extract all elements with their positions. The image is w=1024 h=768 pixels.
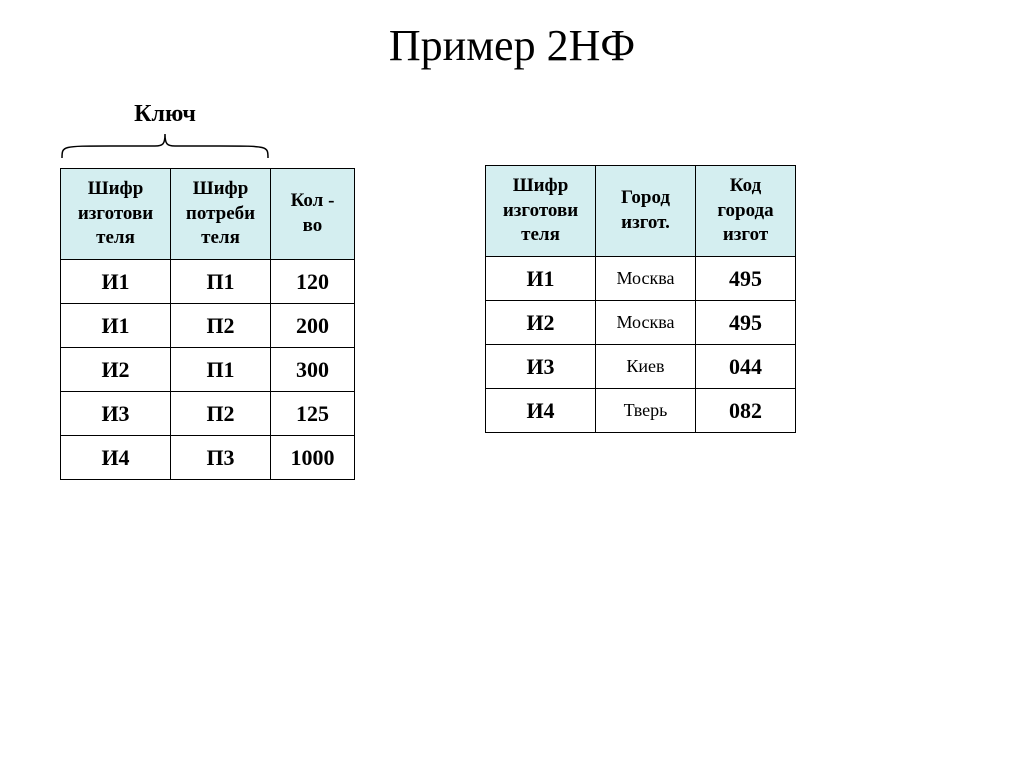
key-label: Ключ [60, 101, 270, 128]
cell: Москва [596, 257, 696, 301]
cell: П1 [171, 260, 271, 304]
cell: И2 [486, 301, 596, 345]
brace-icon [60, 132, 270, 160]
table-row: И1 П1 120 [61, 260, 355, 304]
table-row: И2 П1 300 [61, 348, 355, 392]
right-table: Шифр изготовителя Городизгот. Кодгородаи… [485, 165, 796, 433]
table-row: И3 П2 125 [61, 392, 355, 436]
cell: 082 [696, 389, 796, 433]
col-header: Кодгородаизгот [696, 166, 796, 257]
table-row: И3 Киев 044 [486, 345, 796, 389]
cell: И1 [486, 257, 596, 301]
left-table-block: Ключ Шифр изготовителя Шифр потребителя … [60, 101, 355, 480]
right-table-block: Шифр изготовителя Городизгот. Кодгородаи… [485, 101, 796, 433]
table-row: И1 Москва 495 [486, 257, 796, 301]
cell: 125 [271, 392, 355, 436]
cell: И4 [486, 389, 596, 433]
cell: 200 [271, 304, 355, 348]
cell: 1000 [271, 436, 355, 480]
table-row: И1 П2 200 [61, 304, 355, 348]
cell: И1 [61, 304, 171, 348]
col-header: Городизгот. [596, 166, 696, 257]
cell: И1 [61, 260, 171, 304]
col-header: Кол -во [271, 169, 355, 260]
cell: Киев [596, 345, 696, 389]
cell: Москва [596, 301, 696, 345]
cell: 300 [271, 348, 355, 392]
table-row: И4 П3 1000 [61, 436, 355, 480]
cell: П2 [171, 304, 271, 348]
cell: П1 [171, 348, 271, 392]
cell: И4 [61, 436, 171, 480]
cell: И3 [61, 392, 171, 436]
col-header: Шифр изготовителя [486, 166, 596, 257]
cell: 044 [696, 345, 796, 389]
col-header: Шифр изготовителя [61, 169, 171, 260]
cell: 495 [696, 257, 796, 301]
cell: И2 [61, 348, 171, 392]
content-area: Ключ Шифр изготовителя Шифр потребителя … [0, 101, 1024, 480]
left-table: Шифр изготовителя Шифр потребителя Кол -… [60, 168, 355, 480]
cell: Тверь [596, 389, 696, 433]
cell: П2 [171, 392, 271, 436]
cell: 495 [696, 301, 796, 345]
cell: 120 [271, 260, 355, 304]
col-header: Шифр потребителя [171, 169, 271, 260]
table-header-row: Шифр изготовителя Городизгот. Кодгородаи… [486, 166, 796, 257]
table-row: И4 Тверь 082 [486, 389, 796, 433]
table-row: И2 Москва 495 [486, 301, 796, 345]
page-title: Пример 2НФ [0, 0, 1024, 101]
cell: П3 [171, 436, 271, 480]
table-header-row: Шифр изготовителя Шифр потребителя Кол -… [61, 169, 355, 260]
cell: И3 [486, 345, 596, 389]
